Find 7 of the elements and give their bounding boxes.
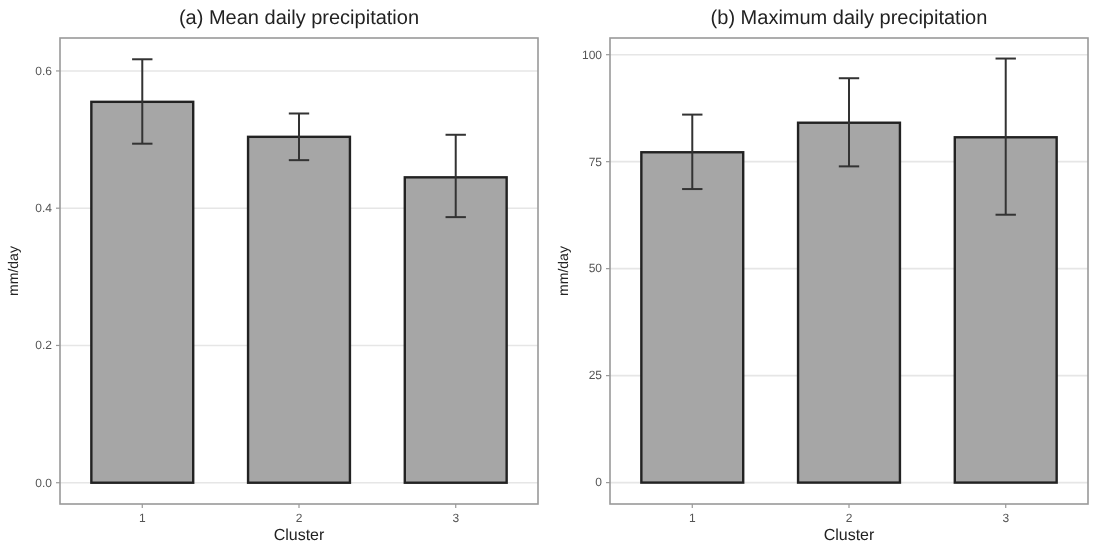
- chart-title: (a) Mean daily precipitation: [178, 8, 420, 30]
- x-axis-title: Cluster: [273, 526, 326, 544]
- bar: [246, 135, 352, 484]
- bar: [90, 100, 195, 484]
- x-axis-title: Cluster: [823, 526, 876, 544]
- chart-title: (b) Maximum daily precipitation: [710, 8, 988, 30]
- bar: [403, 176, 508, 484]
